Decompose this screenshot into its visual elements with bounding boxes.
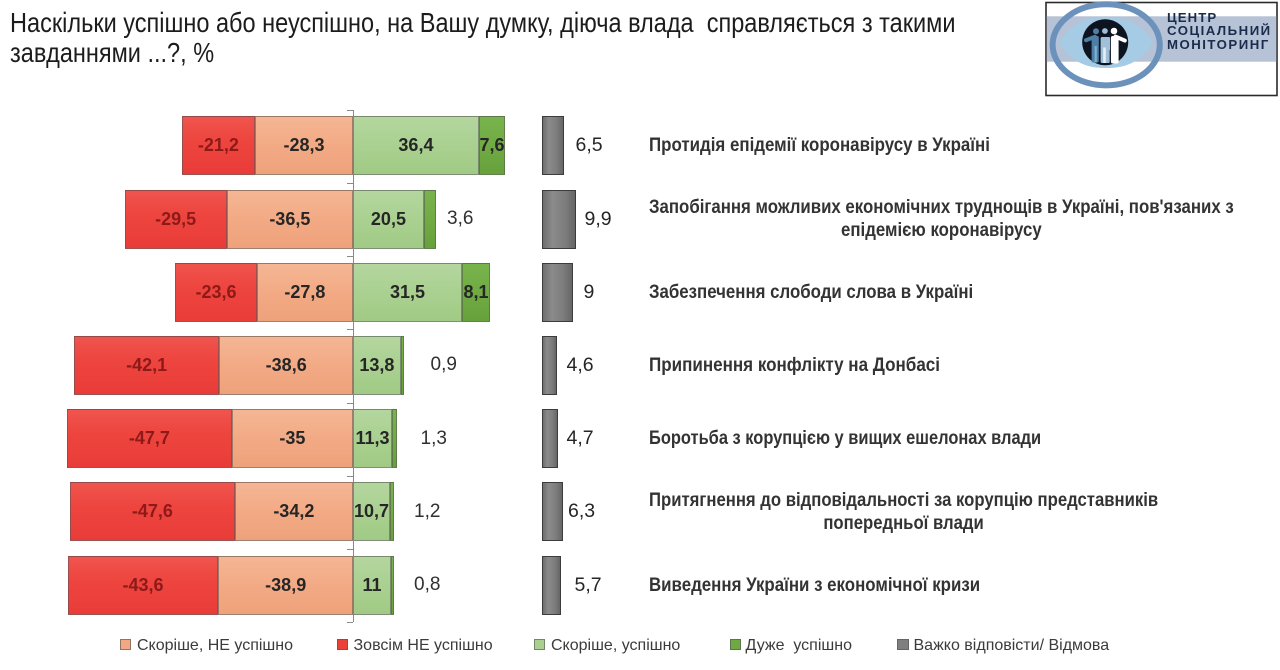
- svg-text:ЦЕНТР: ЦЕНТР: [1167, 10, 1217, 25]
- svg-text:СОЦІАЛЬНИЙ: СОЦІАЛЬНИЙ: [1167, 23, 1272, 38]
- svg-text:МОНІТОРИНГ: МОНІТОРИНГ: [1167, 37, 1270, 52]
